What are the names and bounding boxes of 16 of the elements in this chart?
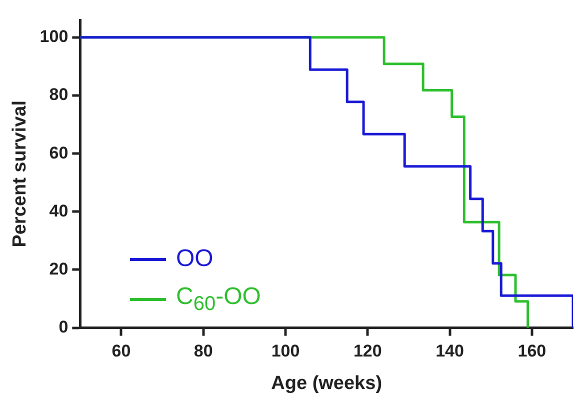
legend-label: C$_{60}$-OO <box>176 283 261 316</box>
y-tick-label: 80 <box>49 85 68 104</box>
y-tick-label: 100 <box>40 27 68 46</box>
x-tick-label: 160 <box>518 342 546 361</box>
y-tick-label: 40 <box>49 201 68 220</box>
x-tick-label: 100 <box>271 342 300 361</box>
y-tick-label: 20 <box>49 259 68 278</box>
legend-label: OO <box>176 245 214 273</box>
y-tick-label: 60 <box>49 143 68 162</box>
x-tick-label: 80 <box>194 342 213 361</box>
y-tick-label: 0 <box>58 317 68 336</box>
x-tick-label: 60 <box>112 342 131 361</box>
y-axis-title: Percent survival <box>10 100 31 248</box>
x-tick-label: 120 <box>353 342 382 361</box>
x-axis-title: Age (weeks) <box>271 372 382 394</box>
x-tick-label: 140 <box>436 342 464 361</box>
